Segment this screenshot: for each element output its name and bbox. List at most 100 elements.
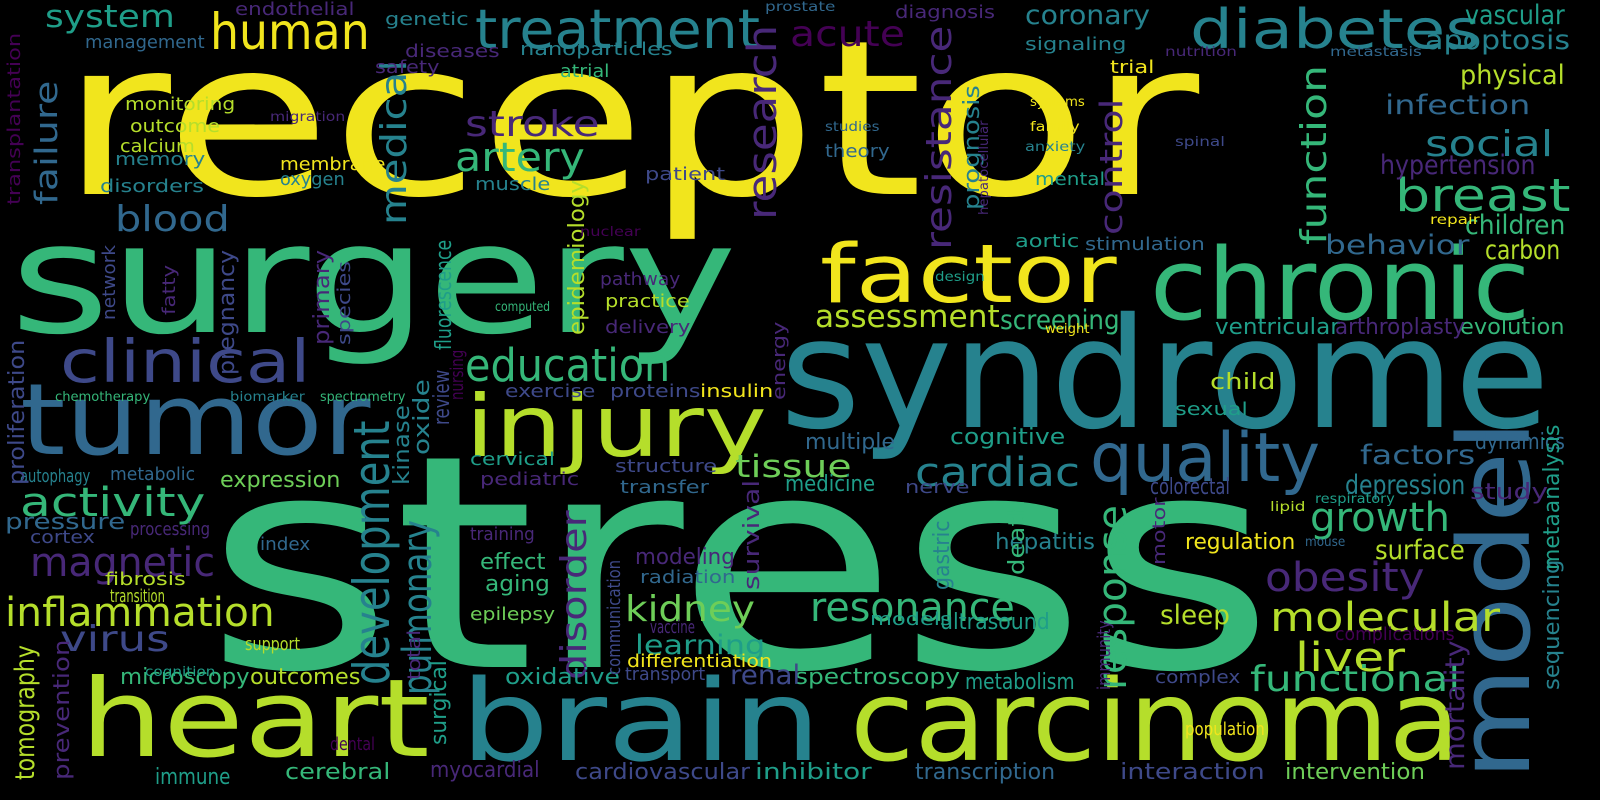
word-signaling: signaling: [1025, 34, 1127, 55]
word-cerebral: cerebral: [285, 759, 391, 785]
word-lipid: lipid: [1270, 498, 1306, 515]
word-transplantation: transplantation: [4, 32, 25, 205]
word-nursing: nursing: [447, 349, 468, 400]
word-diabetes: diabetes: [1190, 0, 1481, 61]
word-index: index: [260, 534, 311, 555]
word-vaccine: vaccine: [650, 617, 695, 638]
word-regulation: regulation: [1185, 529, 1296, 555]
word-function: function: [1294, 64, 1335, 245]
word-pregnancy: pregnancy: [214, 249, 240, 375]
word-tissue: tissue: [735, 448, 852, 485]
word-sequencing: sequencing: [1539, 559, 1565, 690]
word-dental: dental: [330, 734, 375, 755]
word-metaanalysis: metaanalysis: [1539, 424, 1565, 570]
word-infection: infection: [1385, 89, 1531, 121]
word-processing: processing: [130, 519, 211, 540]
word-respiratory: respiratory: [1315, 490, 1395, 507]
word-arthroplasty: arthroplasty: [1335, 314, 1465, 340]
word-radiation: radiation: [640, 567, 736, 588]
word-medicine: medicine: [785, 471, 876, 497]
word-education: education: [465, 338, 671, 392]
word-research: research: [738, 24, 786, 220]
word-weight: weight: [1045, 320, 1090, 337]
word-dynamics: dynamics: [1475, 429, 1565, 455]
word-intervention: intervention: [1285, 759, 1425, 785]
word-communication: communication: [604, 559, 625, 675]
word-child: child: [1210, 369, 1276, 395]
word-total: total: [404, 629, 425, 680]
word-functional: functional: [1250, 659, 1461, 700]
word-pediatric: pediatric: [480, 469, 580, 490]
word-coronary: coronary: [1025, 0, 1151, 31]
word-metabolism: metabolism: [965, 669, 1075, 695]
word-diagnosis: diagnosis: [895, 2, 996, 23]
word-resistance: resistance: [919, 25, 960, 250]
word-inflammation: inflammation: [5, 588, 275, 636]
word-metastasis: metastasis: [1330, 43, 1422, 60]
word-spinal: spinal: [1175, 133, 1225, 150]
word-cardiovascular: cardiovascular: [575, 759, 751, 785]
word-activity: activity: [20, 478, 206, 526]
word-social: social: [1425, 124, 1554, 165]
word-blood: blood: [115, 199, 230, 240]
word-hepatocellular: hepatocellular: [975, 120, 992, 215]
word-interaction: interaction: [1120, 759, 1265, 785]
word-evolution: evolution: [1460, 314, 1565, 340]
word-theory: theory: [825, 141, 890, 162]
word-quality: quality: [1090, 417, 1320, 497]
word-acute: acute: [790, 14, 905, 55]
word-mortality: mortality: [1439, 640, 1471, 770]
word-system: system: [45, 0, 175, 35]
word-outcome: outcome: [130, 116, 220, 137]
word-spectrometry: spectrometry: [320, 388, 406, 405]
word-structure: structure: [615, 456, 718, 477]
word-carcinoma: carcinoma: [850, 656, 1461, 787]
word-cognitive: cognitive: [950, 424, 1066, 450]
word-treatment: treatment: [475, 0, 760, 61]
word-artery: artery: [455, 133, 585, 181]
word-hypertension: hypertension: [1380, 149, 1536, 181]
word-delivery: delivery: [605, 317, 691, 338]
word-surgical: surgical: [426, 660, 452, 745]
word-cognition: cognition: [145, 663, 216, 680]
word-sexual: sexual: [1175, 399, 1248, 420]
word-pressure: pressure: [5, 509, 126, 535]
word-training: training: [470, 524, 535, 545]
word-control: control: [1093, 98, 1130, 235]
word-ultrasound: ultrasound: [940, 609, 1050, 635]
word-oxidative: oxidative: [505, 664, 620, 690]
word-diseases: diseases: [405, 41, 500, 62]
word-support: support: [245, 634, 301, 655]
word-expression: expression: [220, 467, 341, 493]
word-prostate: prostate: [765, 0, 836, 15]
word-transcription: transcription: [915, 759, 1056, 785]
word-differentiation: differentiation: [627, 651, 772, 672]
word-safety: safety: [375, 57, 440, 78]
word-autophagy: autophagy: [20, 466, 91, 487]
word-aortic: aortic: [1015, 231, 1080, 252]
word-effect: effect: [480, 549, 546, 575]
word-vascular: vascular: [1465, 0, 1565, 31]
word-ventricular: ventricular: [1215, 314, 1340, 340]
word-migration: migration: [270, 108, 346, 125]
word-proliferation: proliferation: [4, 339, 30, 485]
word-management: management: [85, 32, 205, 53]
word-transition: transition: [110, 586, 165, 607]
word-kinase: kinase: [389, 405, 415, 485]
word-immune: immune: [155, 764, 231, 790]
word-human: human: [210, 2, 370, 61]
word-insulin: insulin: [700, 381, 774, 402]
word-chemotherapy: chemotherapy: [55, 388, 151, 405]
word-nanoparticles: nanoparticles: [520, 39, 673, 60]
word-fibrosis: fibrosis: [105, 569, 186, 590]
word-nutrition: nutrition: [1165, 43, 1237, 60]
word-breast: breast: [1395, 168, 1571, 222]
word-primary: primary: [309, 249, 335, 345]
word-muscle: muscle: [475, 174, 551, 195]
word-pathway: pathway: [600, 269, 681, 290]
word-anxiety: anxiety: [1025, 138, 1086, 155]
word-systems: systems: [1030, 93, 1085, 110]
word-immunity: immunity: [1094, 620, 1115, 690]
word-surface: surface: [1375, 534, 1465, 566]
word-stimulation: stimulation: [1085, 234, 1205, 255]
